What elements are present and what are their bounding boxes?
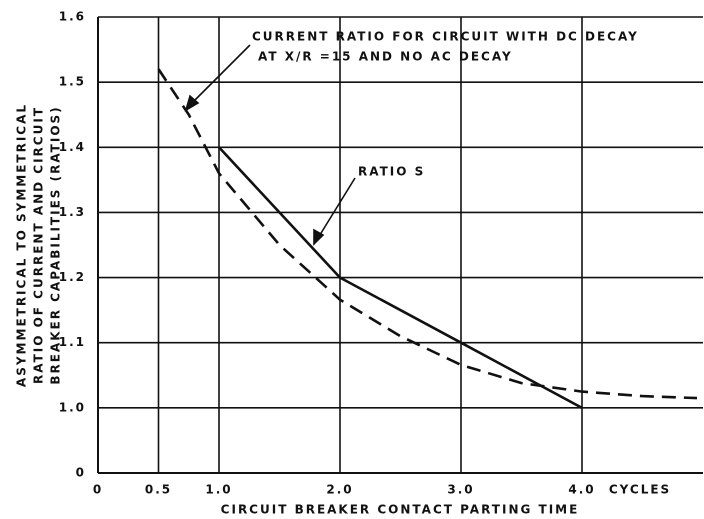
data-line — [218, 146, 583, 410]
x-axis-label: CIRCUIT BREAKER CONTACT PARTING TIME — [221, 503, 580, 517]
x-tick-label: 2.0 — [326, 483, 353, 497]
y-axis-label-line: RATIO OF CURRENT AND CIRCUIT — [32, 106, 46, 384]
x-unit-label: CYCLES — [609, 483, 671, 497]
x-tick-label: 1.0 — [205, 483, 232, 497]
y-tick-label: 1.5 — [59, 75, 86, 89]
y-tick-label: 1.3 — [59, 205, 86, 219]
data-line — [157, 68, 698, 400]
series-annotation: CURRENT RATIO FOR CIRCUIT WITH DC DECAY — [252, 30, 639, 44]
x-tick-label: 4.0 — [568, 483, 595, 497]
y-axis-label-line: BREAKER CAPABILITIES (RATIOS) — [49, 105, 63, 384]
y-axis-label-line: ASYMMETRICAL TO SYMMETRICAL — [15, 103, 29, 387]
annotation: AT X/R =15 AND NO AC DECAY — [258, 50, 513, 64]
arrows — [184, 44, 356, 246]
y-tick-label: 0 — [76, 466, 86, 480]
x-tick-label: 0 — [93, 483, 103, 497]
y-tick-label: 1.0 — [59, 400, 86, 414]
x-tick-label: 3.0 — [447, 483, 474, 497]
arrow-head — [184, 94, 200, 112]
y-tick-label: 1.4 — [59, 140, 86, 154]
arrow-line — [189, 44, 251, 106]
arrow-head — [313, 228, 325, 246]
y-tick-label: 1.2 — [59, 270, 86, 284]
y-tick-label: 1.6 — [59, 10, 86, 24]
arrow-line — [317, 177, 356, 239]
series-annotation: RATIO S — [358, 165, 425, 179]
y-axis-label: ASYMMETRICAL TO SYMMETRICAL RATIO OF CUR… — [15, 103, 63, 387]
y-tick-label: 1.1 — [59, 335, 86, 349]
x-tick-label: 0.5 — [145, 483, 172, 497]
